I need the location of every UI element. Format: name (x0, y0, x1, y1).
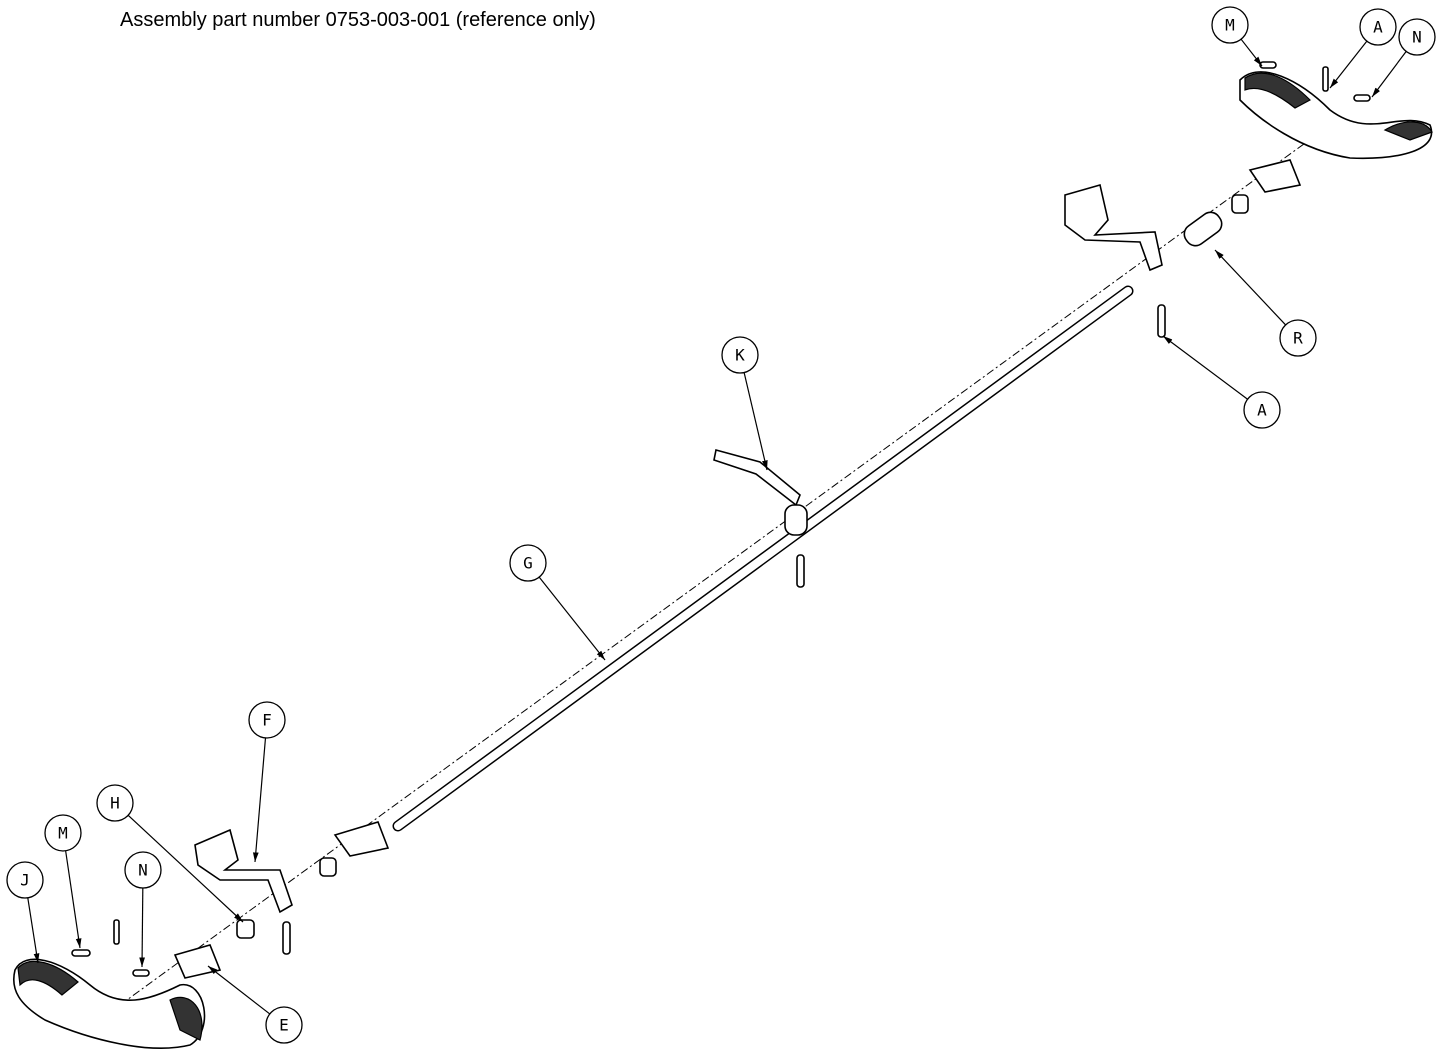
callout-label: K (735, 346, 745, 365)
callout-bubble (96, 784, 134, 822)
leader-line (139, 887, 145, 968)
leader-line (743, 372, 768, 471)
bushing-right (1231, 194, 1249, 214)
callout-label: A (1257, 401, 1267, 420)
leader-line (1214, 249, 1287, 326)
assembly-title: Assembly part number 0753-003-001 (refer… (120, 9, 596, 31)
callout-label: G (523, 554, 533, 573)
callout-bubble (1279, 319, 1317, 357)
leader-line (127, 814, 244, 923)
leader-line (1240, 38, 1263, 67)
callouts: M A N R A K G F H M N J E (6, 6, 1436, 1044)
clamp-right (1248, 159, 1302, 193)
callout-bubble (44, 814, 82, 852)
callout-bubble (1359, 8, 1397, 46)
callout-label: H (110, 794, 120, 813)
callout-bubble (6, 861, 44, 899)
clamp-e (173, 944, 222, 979)
callout-label: N (1412, 28, 1422, 47)
clamp-left (333, 821, 390, 857)
pin (796, 554, 805, 588)
footrest-right-grip (1244, 72, 1433, 141)
callout-bubble (248, 701, 286, 739)
callout-bubble (124, 851, 162, 889)
leader-line (65, 850, 82, 949)
spacer-r (1183, 211, 1223, 247)
callout-label: F (262, 711, 272, 730)
callout-label: M (58, 824, 68, 843)
tab-n-right (1353, 94, 1371, 102)
pin-a-left (113, 919, 120, 945)
callout-bubble (721, 336, 759, 374)
leader-line (1329, 40, 1368, 89)
lever-k (713, 449, 801, 507)
callout-bubble (1398, 18, 1436, 56)
callout-label: R (1293, 329, 1303, 348)
leader-line (252, 737, 267, 863)
bushing-left (319, 857, 337, 877)
leader-line (27, 897, 40, 964)
shaft (394, 287, 1132, 830)
collar (784, 504, 808, 536)
callout-label: E (279, 1016, 289, 1035)
pin-a-right (1322, 66, 1329, 92)
callout-bubble (1243, 391, 1281, 429)
bracket-left (194, 828, 293, 914)
bracket-right (1064, 183, 1163, 272)
callout-bubble (1211, 6, 1249, 44)
callout-bubble (509, 544, 547, 582)
pin-left (282, 921, 291, 955)
callout-label: N (138, 861, 148, 880)
tab-m-left (71, 949, 91, 957)
leader-line (1371, 51, 1407, 98)
callout-label: M (1225, 16, 1235, 35)
tab-m-right (1259, 61, 1277, 69)
leader-line (207, 965, 271, 1015)
leader-line (1162, 335, 1248, 400)
callout-label: J (20, 871, 30, 890)
axis-line (119, 124, 1331, 1006)
pin-right (1157, 304, 1166, 338)
tab-n-left (132, 969, 150, 977)
footrest-j-grip (17, 960, 203, 1041)
bushing-h (236, 919, 255, 939)
callout-label: A (1373, 18, 1383, 37)
callout-bubble (265, 1006, 303, 1044)
leader-line (538, 576, 606, 661)
